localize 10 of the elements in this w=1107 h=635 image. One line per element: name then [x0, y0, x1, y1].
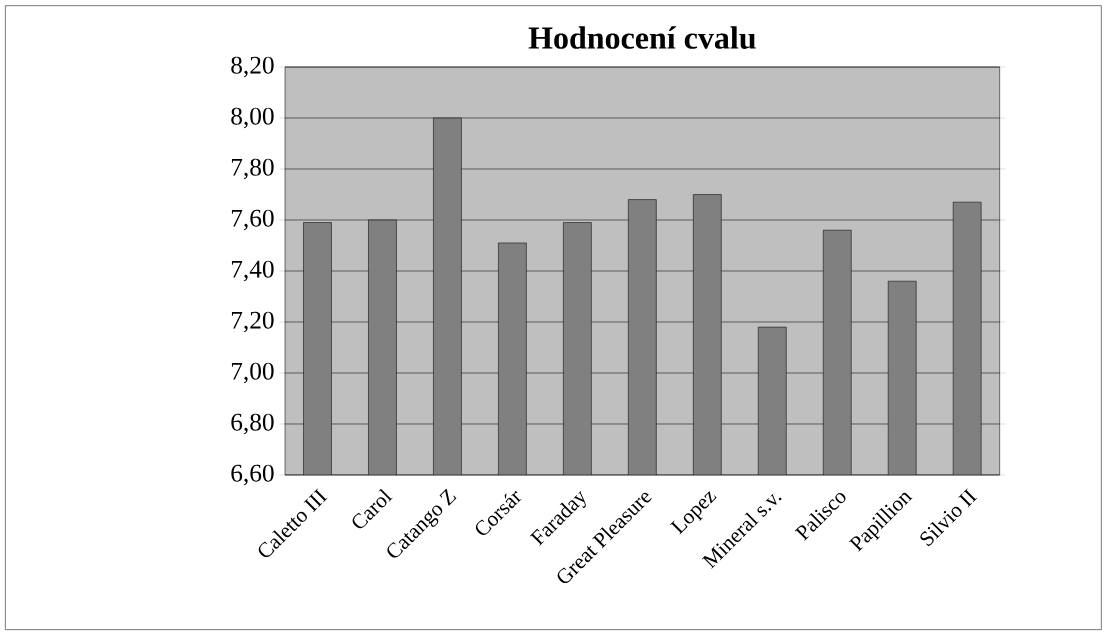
- y-tick-label: 8,00: [231, 107, 274, 129]
- y-tick-label: 7,20: [231, 311, 274, 333]
- y-tick-label: 7,00: [231, 362, 274, 384]
- y-tick-label: 7,60: [231, 209, 274, 231]
- y-tick-label: 7,40: [231, 260, 274, 282]
- y-tick-label: 8,20: [231, 56, 274, 78]
- y-tick-label: 7,80: [231, 158, 274, 180]
- chart-title: Hodnocení cvalu: [528, 26, 756, 49]
- y-tick-label: 6,60: [231, 464, 274, 486]
- y-tick-label: 6,80: [231, 413, 274, 435]
